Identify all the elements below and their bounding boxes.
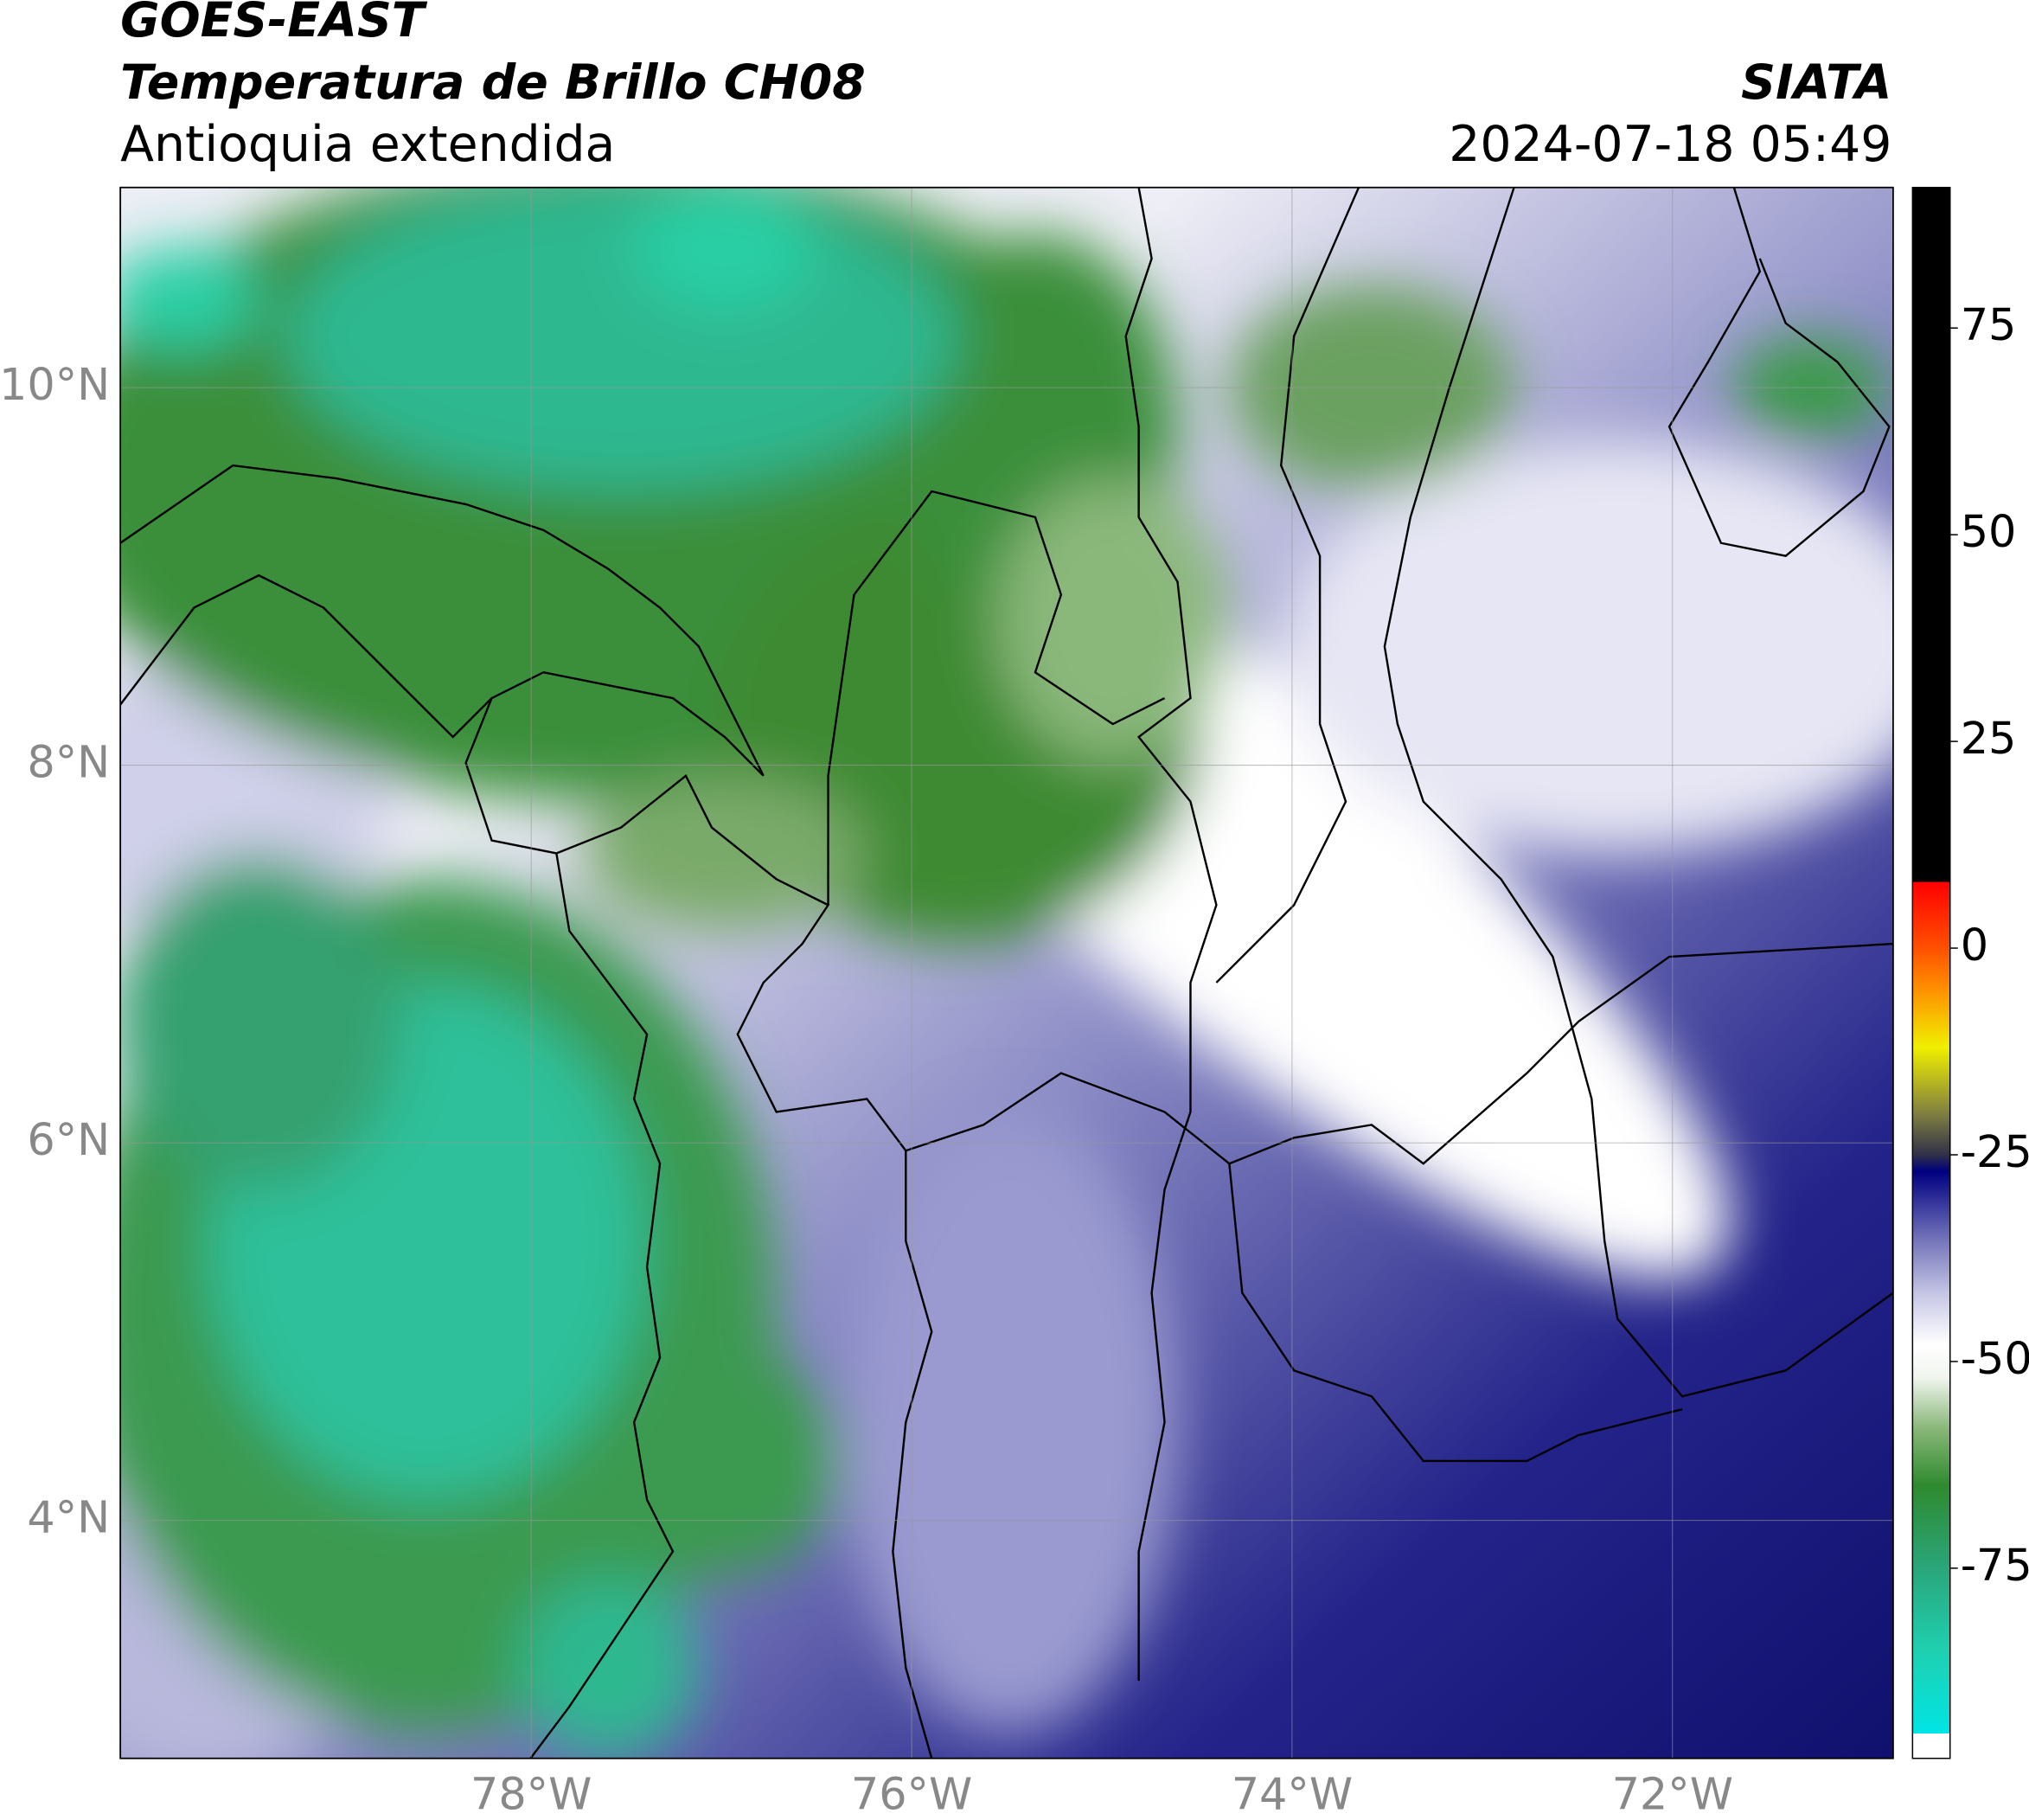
lat-tick-label: 8°N (27, 737, 110, 788)
product-title: Temperatura de Brillo CH08 (120, 55, 866, 111)
colorbar-fill (1911, 186, 1951, 1759)
map-image (120, 187, 1893, 1759)
grid (120, 187, 1893, 1759)
lat-tick-label: 6°N (27, 1114, 110, 1165)
agency-label: SIATA (1741, 55, 1891, 111)
region-subtitle: Antioquia extendida (120, 116, 615, 173)
lon-tick-label: 72°W (1612, 1769, 1733, 1817)
colorbar-tick-label: 25 (1961, 713, 2017, 764)
lat-tick-label: 4°N (27, 1492, 110, 1543)
map-frame (119, 186, 1894, 1759)
colorbar-tick-label: -50 (1961, 1333, 2029, 1384)
colorbar-tick-label: 50 (1961, 506, 2017, 557)
cloud-field (120, 187, 1893, 1759)
colorbar-tick-label: -25 (1961, 1126, 2029, 1177)
colorbar-tick-label: 0 (1961, 920, 1988, 971)
timestamp: 2024-07-18 05:49 (1449, 116, 1891, 173)
colorbar-tick-label: -75 (1961, 1540, 2029, 1591)
colorbar: 75 50 25 0 -25 -50 -75 (1911, 186, 2029, 1759)
lon-tick-label: 76°W (851, 1769, 972, 1817)
satellite-title: GOES-EAST (120, 0, 428, 48)
lat-tick-label: 10°N (0, 359, 110, 410)
colorbar-tick-label: 75 (1961, 299, 2017, 350)
lon-tick-label: 74°W (1232, 1769, 1353, 1817)
lon-tick-label: 78°W (470, 1769, 592, 1817)
